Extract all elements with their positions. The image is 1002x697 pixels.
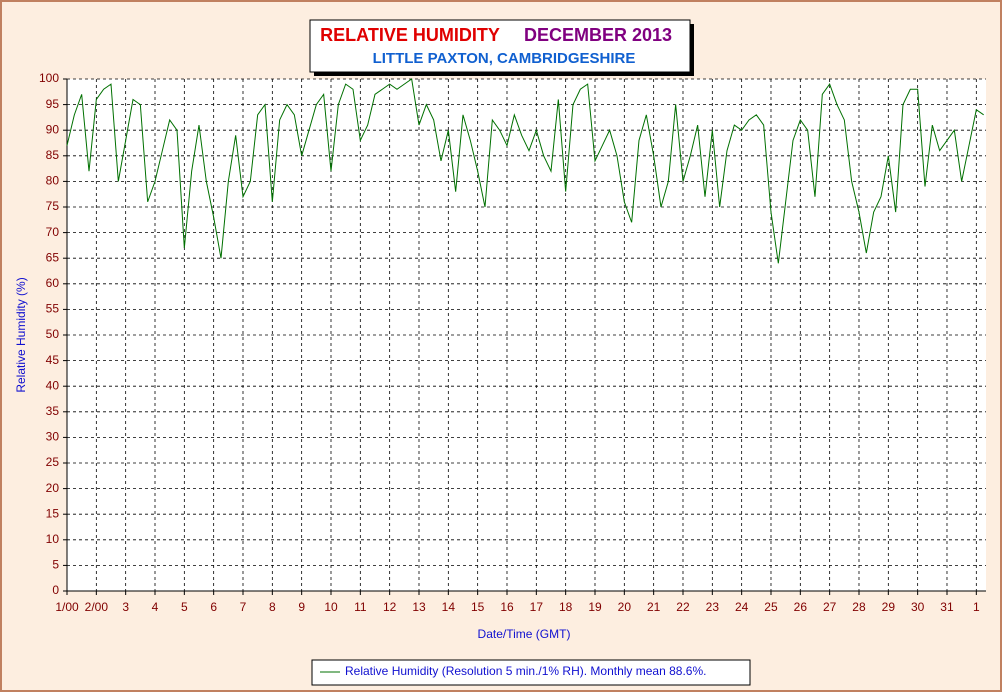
x-tick-label: 4	[152, 600, 159, 614]
y-tick-label: 30	[46, 430, 60, 444]
x-tick-label: 16	[500, 600, 514, 614]
x-tick-label: 24	[735, 600, 749, 614]
plot-area	[67, 79, 986, 591]
chart-title: RELATIVE HUMIDITY	[320, 25, 500, 45]
y-tick-label: 20	[46, 481, 60, 495]
y-tick-label: 100	[39, 71, 59, 85]
x-tick-label: 14	[442, 600, 456, 614]
y-tick-label: 90	[46, 122, 60, 136]
legend-box	[311, 659, 751, 686]
y-tick-label: 95	[46, 97, 60, 111]
x-tick-label: 5	[181, 600, 188, 614]
x-tick-label: 12	[383, 600, 397, 614]
chart-subtitle: LITTLE PAXTON, CAMBRIDGESHIRE	[373, 50, 636, 67]
legend-label: Relative Humidity (Resolution 5 min./1% …	[345, 664, 706, 678]
x-tick-label: 10	[324, 600, 338, 614]
x-tick-label: 9	[298, 600, 305, 614]
x-tick-label: 3	[122, 600, 129, 614]
y-tick-label: 35	[46, 404, 60, 418]
x-tick-label: 13	[412, 600, 426, 614]
y-tick-label: 65	[46, 250, 60, 264]
x-tick-label: 6	[210, 600, 217, 614]
x-tick-label: 7	[240, 600, 247, 614]
y-tick-label: 85	[46, 148, 60, 162]
x-tick-label: 26	[794, 600, 808, 614]
x-tick-label: 21	[647, 600, 661, 614]
y-tick-label: 25	[46, 455, 60, 469]
y-tick-label: 80	[46, 174, 60, 188]
x-tick-label: 22	[676, 600, 690, 614]
x-tick-label: 18	[559, 600, 573, 614]
y-tick-label: 70	[46, 225, 60, 239]
x-tick-label: 27	[823, 600, 837, 614]
y-tick-label: 5	[52, 558, 59, 572]
y-tick-label: 60	[46, 276, 60, 290]
y-tick-label: 15	[46, 506, 60, 520]
y-tick-label: 0	[52, 583, 59, 597]
y-tick-label: 50	[46, 327, 60, 341]
chart-period: DECEMBER 2013	[524, 25, 672, 45]
x-tick-label: 8	[269, 600, 276, 614]
x-tick-label: 15	[471, 600, 485, 614]
x-tick-label: 11	[354, 600, 367, 614]
x-tick-label: 30	[911, 600, 925, 614]
x-axis-label: Date/Time (GMT)	[478, 627, 571, 641]
y-tick-label: 10	[46, 532, 60, 546]
y-tick-label: 75	[46, 199, 60, 213]
x-tick-label: 28	[852, 600, 866, 614]
title-box	[309, 19, 691, 73]
x-tick-label: 17	[530, 600, 544, 614]
y-tick-label: 45	[46, 353, 60, 367]
x-tick-label: 20	[618, 600, 632, 614]
x-tick-label: 31	[940, 600, 954, 614]
x-tick-label: 25	[764, 600, 778, 614]
x-tick-label: 2/00	[85, 600, 109, 614]
x-tick-label: 19	[588, 600, 602, 614]
y-tick-label: 40	[46, 378, 60, 392]
x-tick-label: 23	[706, 600, 720, 614]
data-line	[66, 78, 984, 264]
x-tick-label: 1/00	[55, 600, 79, 614]
x-tick-label: 29	[882, 600, 896, 614]
y-tick-label: 55	[46, 302, 60, 316]
y-axis-label: Relative Humidity (%)	[14, 277, 28, 392]
x-tick-label: 1	[973, 600, 980, 614]
